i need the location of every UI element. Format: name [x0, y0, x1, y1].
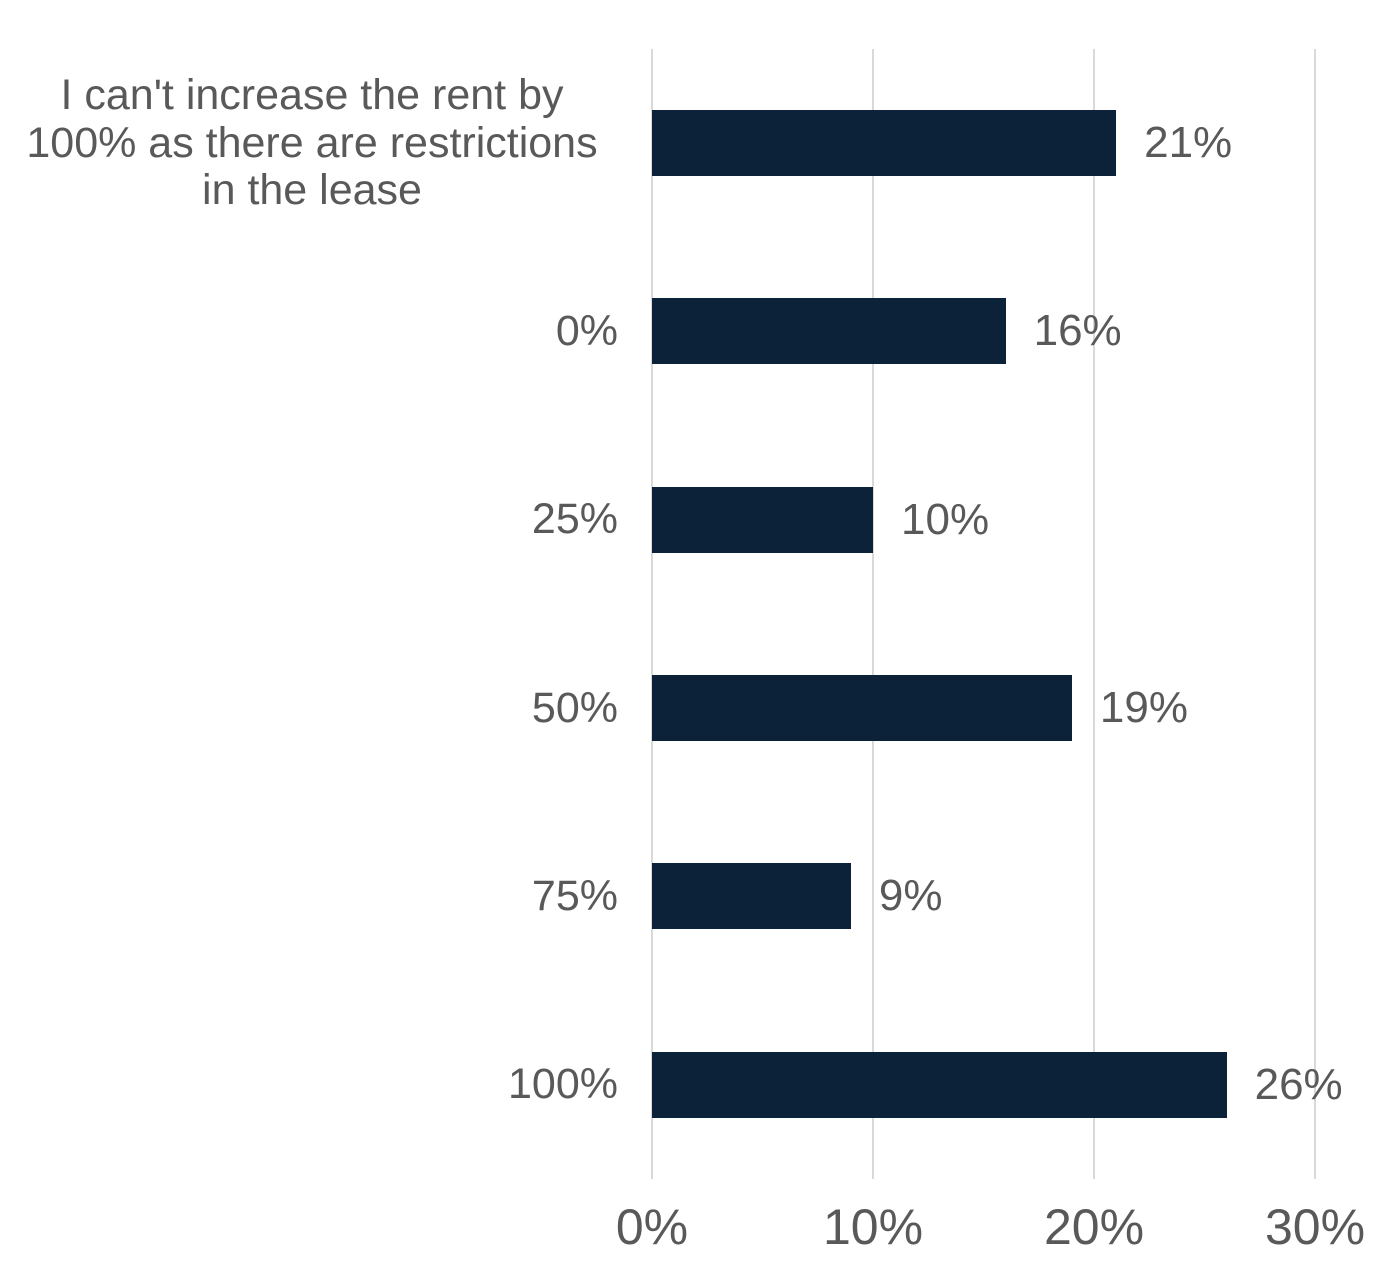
chart-row: 25% 10%: [0, 426, 1400, 614]
x-tick-label: 10%: [822, 1199, 924, 1255]
value-label: 26%: [1254, 1059, 1343, 1109]
x-tick-label: 20%: [1043, 1199, 1145, 1255]
bar-track: 21%: [652, 110, 1400, 177]
gridline: [1314, 49, 1316, 1179]
bar-track: 26%: [652, 1051, 1400, 1118]
chart-row: I can't increase the rent by 100% as the…: [0, 49, 1400, 237]
value-label: 19%: [1099, 683, 1188, 733]
category-label: 75%: [531, 871, 618, 920]
value-label: 16%: [1033, 306, 1122, 356]
x-axis: 0% 10% 20% 30%: [616, 1199, 1365, 1272]
category-label-cell: 50%: [0, 683, 618, 732]
x-tick-label: 30%: [1264, 1199, 1366, 1255]
x-tick-label: 0%: [615, 1199, 689, 1255]
bar-track: 9%: [652, 863, 1400, 930]
bar-track: 19%: [652, 675, 1400, 742]
category-label-cell: 0%: [0, 306, 618, 355]
category-label-cell: 100%: [0, 1060, 618, 1109]
value-label: 21%: [1144, 118, 1233, 168]
gridline: [872, 49, 874, 1179]
bar: [652, 863, 851, 930]
category-label-cell: 25%: [0, 495, 618, 544]
bars-layer: I can't increase the rent by 100% as the…: [0, 49, 1400, 1179]
category-label: 100%: [508, 1060, 618, 1109]
category-label-cell: I can't increase the rent by 100% as the…: [0, 72, 618, 214]
gridline: [1093, 49, 1095, 1179]
chart-row: 100% 26%: [0, 991, 1400, 1179]
value-label: 9%: [878, 871, 943, 921]
bar: [652, 675, 1072, 742]
category-label: I can't increase the rent by 100% as the…: [26, 71, 598, 214]
category-label: 25%: [531, 495, 618, 544]
chart-row: 75% 9%: [0, 802, 1400, 990]
gridline: [651, 49, 653, 1179]
value-label: 10%: [901, 494, 990, 544]
bar-track: 10%: [652, 486, 1400, 553]
bar: [652, 298, 1006, 365]
bar: [652, 486, 873, 553]
gridlines-layer: [651, 49, 1320, 1179]
bar: [652, 1051, 1227, 1118]
chart-row: 0% 16%: [0, 237, 1400, 425]
category-label-cell: 75%: [0, 871, 618, 920]
category-label: 0%: [555, 306, 618, 355]
bar: [652, 110, 1117, 177]
chart-row: 50% 19%: [0, 614, 1400, 802]
bar-track: 16%: [652, 298, 1400, 365]
category-label: 50%: [531, 683, 618, 732]
